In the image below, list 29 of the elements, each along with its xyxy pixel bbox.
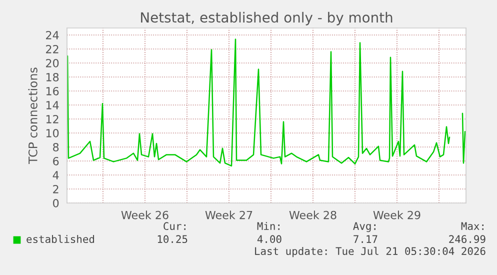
text: 10.25	[158, 235, 188, 244]
text: 246.99	[449, 235, 486, 244]
y-tick-label: 20	[46, 58, 59, 68]
x-tick-label: Week 29	[373, 210, 420, 220]
text: 4.00	[257, 235, 282, 244]
y-tick-label: 24	[46, 30, 59, 40]
y-tick-label: 18	[46, 72, 59, 82]
text: 7.17	[354, 235, 378, 243]
y-axis-title: TCP connections	[28, 68, 38, 164]
text: Avg:	[353, 222, 376, 232]
y-tick-label: 12	[46, 114, 58, 124]
y-tick-label: 10	[46, 128, 59, 138]
chart-title: Netstat, established only - by month	[141, 12, 392, 26]
x-tick-label: Week 28	[289, 210, 336, 220]
text: Min:	[257, 222, 280, 230]
y-tick-label: 4	[52, 171, 59, 180]
text: Last update: Tue Jul 21 05:30:04 2026	[255, 246, 486, 258]
y-tick-label: 2	[53, 184, 58, 194]
y-tick-label: 0	[53, 198, 59, 208]
y-tick-label: 14	[46, 101, 59, 110]
x-tick-label: Week 27	[205, 210, 252, 220]
legend-label: established	[26, 234, 94, 244]
y-tick-label: 16	[46, 86, 59, 96]
y-tick-label: 8	[53, 142, 59, 152]
y-tick-label: 6	[53, 156, 59, 166]
x-tick-label: Week 26	[121, 210, 168, 220]
text: Max:	[461, 222, 484, 230]
text: Cur:	[164, 222, 186, 230]
y-tick-label: 22	[46, 44, 58, 54]
